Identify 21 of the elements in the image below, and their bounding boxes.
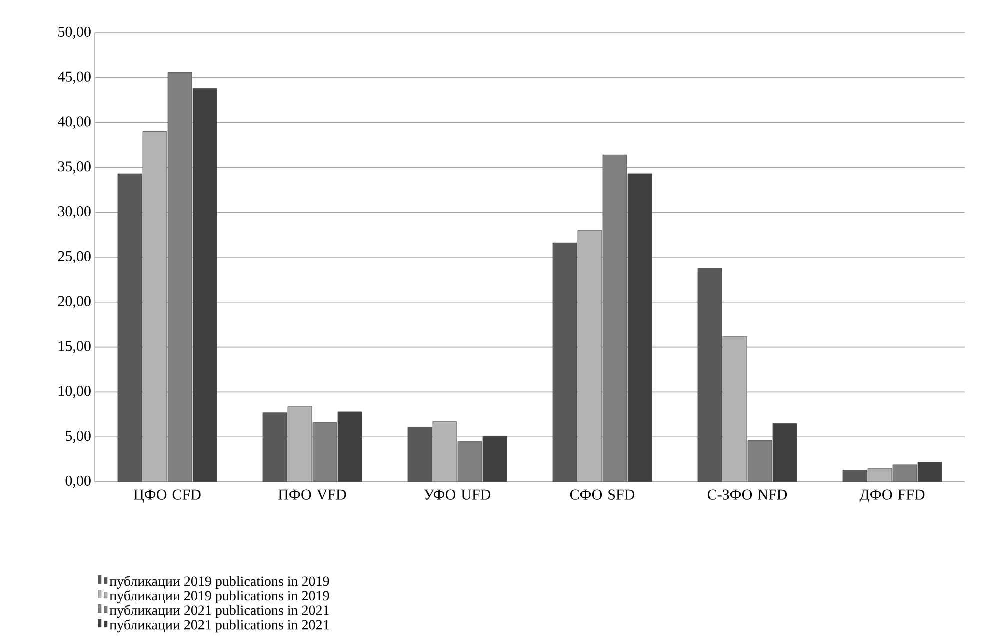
y-tick-label: 0,00 (66, 476, 91, 488)
legend-label: публикации 2021 publications in 2021 (110, 605, 329, 618)
y-tick-label: 15,00 (59, 341, 91, 354)
y-tick-label: 5,00 (66, 430, 91, 444)
y-tick-label: 30,00 (58, 206, 91, 219)
y-tick-label: 40,00 (58, 116, 91, 129)
x-tick-label: СФО SFD (570, 490, 635, 500)
y-tick-label: 50,00 (58, 26, 91, 40)
legend-label: публикации 2019 publications in 2019 (110, 576, 330, 590)
x-tick-label: ЦФО CFD (134, 490, 201, 503)
x-tick-label: ДФО FFD (860, 490, 925, 503)
y-tick-label: 10,00 (59, 386, 91, 398)
y-tick-label: 35,00 (58, 162, 91, 174)
x-tick-label: УФО UFD (424, 490, 491, 500)
y-tick-label: 25,00 (58, 251, 91, 264)
legend-label: публикации 2021 publications in 2021 (110, 620, 329, 633)
y-tick-label: 45,00 (58, 72, 91, 84)
x-tick-label: С-ЗФО NFD (708, 490, 788, 500)
x-tick-label: ПФО VFD (278, 490, 346, 500)
y-tick-label: 20,00 (58, 296, 91, 309)
legend-label: публикации 2019 publications in 2019 (110, 590, 330, 604)
